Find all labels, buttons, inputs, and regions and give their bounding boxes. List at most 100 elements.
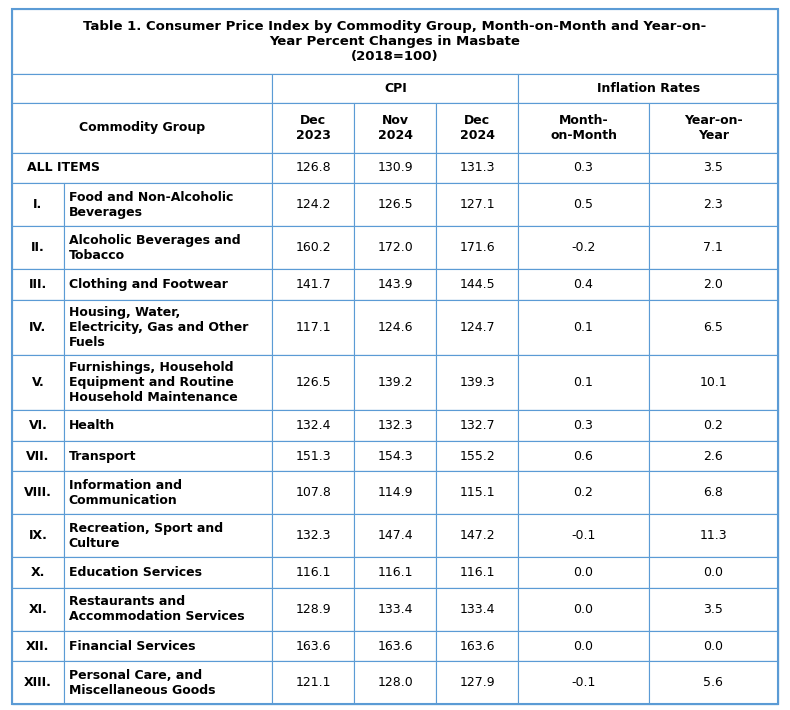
Bar [12, 183, 64, 226]
Text: Personal Care, and
Miscellaneous Goods: Personal Care, and Miscellaneous Goods [69, 669, 215, 697]
Text: 116.1: 116.1 [460, 566, 495, 579]
Text: III.: III. [28, 278, 47, 291]
Text: XI.: XI. [28, 603, 47, 616]
Text: 126.5: 126.5 [378, 198, 413, 211]
Bar [355, 183, 436, 226]
Bar [436, 355, 518, 410]
Bar [649, 355, 778, 410]
Bar [518, 226, 649, 269]
Bar [518, 557, 649, 588]
Text: CPI: CPI [384, 82, 407, 94]
Text: Transport: Transport [69, 449, 136, 462]
Text: Commodity Group: Commodity Group [79, 121, 205, 134]
Text: 11.3: 11.3 [700, 529, 728, 542]
Bar [12, 355, 64, 410]
Text: Education Services: Education Services [69, 566, 201, 579]
Bar [64, 355, 273, 410]
Text: 132.4: 132.4 [295, 419, 331, 432]
Bar [64, 410, 273, 441]
Bar [12, 226, 778, 269]
Text: 133.4: 133.4 [378, 603, 413, 616]
Text: I.: I. [33, 198, 43, 211]
Text: 0.6: 0.6 [574, 449, 593, 462]
Bar [273, 410, 355, 441]
Text: 141.7: 141.7 [295, 278, 331, 291]
Bar [436, 514, 518, 557]
Bar [12, 410, 778, 441]
Text: VII.: VII. [26, 449, 50, 462]
Bar [64, 226, 273, 269]
Bar [649, 630, 778, 662]
Text: 124.2: 124.2 [295, 198, 331, 211]
Text: Alcoholic Beverages and
Tobacco: Alcoholic Beverages and Tobacco [69, 234, 240, 261]
Text: Month-
on-Month: Month- on-Month [550, 114, 617, 142]
Text: 5.6: 5.6 [703, 677, 724, 689]
Bar [64, 557, 273, 588]
Text: 160.2: 160.2 [295, 241, 331, 254]
Text: 147.4: 147.4 [378, 529, 413, 542]
Bar [12, 588, 778, 630]
Bar [64, 630, 273, 662]
Text: 3.5: 3.5 [703, 603, 724, 616]
Text: 124.6: 124.6 [378, 321, 413, 334]
Text: 0.0: 0.0 [703, 566, 724, 579]
Bar [518, 441, 649, 471]
Bar [273, 103, 355, 153]
Bar [12, 269, 64, 300]
Bar [436, 441, 518, 471]
Bar [649, 103, 778, 153]
Text: 124.7: 124.7 [460, 321, 495, 334]
Bar [64, 183, 273, 226]
Text: 163.6: 163.6 [295, 640, 331, 652]
Text: -0.1: -0.1 [571, 529, 596, 542]
Text: 132.3: 132.3 [378, 419, 413, 432]
Bar [273, 226, 355, 269]
Text: 2.6: 2.6 [704, 449, 724, 462]
Bar [12, 514, 778, 557]
Bar [436, 153, 518, 183]
Bar [436, 630, 518, 662]
Text: 126.8: 126.8 [295, 161, 331, 175]
Text: 155.2: 155.2 [460, 449, 495, 462]
Bar [12, 74, 273, 103]
Text: 0.0: 0.0 [574, 603, 593, 616]
Bar [12, 183, 778, 226]
Bar [436, 471, 518, 514]
Bar [355, 410, 436, 441]
Text: 163.6: 163.6 [460, 640, 495, 652]
Bar [64, 514, 273, 557]
Bar [12, 153, 778, 183]
Bar [436, 557, 518, 588]
Bar [355, 355, 436, 410]
Bar [273, 153, 355, 183]
Text: Dec
2024: Dec 2024 [460, 114, 495, 142]
Text: 139.2: 139.2 [378, 376, 413, 389]
Bar [12, 471, 64, 514]
Text: 0.1: 0.1 [574, 321, 593, 334]
Text: IX.: IX. [28, 529, 47, 542]
Bar [12, 103, 273, 153]
Bar [273, 355, 355, 410]
Text: X.: X. [31, 566, 45, 579]
Text: 0.3: 0.3 [574, 161, 593, 175]
Bar [12, 514, 64, 557]
Text: 0.5: 0.5 [574, 198, 593, 211]
Bar [64, 588, 273, 630]
Bar [12, 103, 778, 153]
Bar [436, 588, 518, 630]
Text: Clothing and Footwear: Clothing and Footwear [69, 278, 228, 291]
Text: 126.5: 126.5 [295, 376, 331, 389]
Text: 114.9: 114.9 [378, 486, 413, 499]
Bar [649, 269, 778, 300]
Text: 116.1: 116.1 [295, 566, 331, 579]
Bar [436, 226, 518, 269]
Bar [355, 300, 436, 355]
Bar [518, 588, 649, 630]
Bar [273, 588, 355, 630]
Text: 0.0: 0.0 [574, 566, 593, 579]
Bar [518, 355, 649, 410]
Bar [436, 103, 518, 153]
Text: -0.1: -0.1 [571, 677, 596, 689]
Bar [273, 269, 355, 300]
Text: Table 1. Consumer Price Index by Commodity Group, Month-on-Month and Year-on-
Ye: Table 1. Consumer Price Index by Commodi… [84, 20, 706, 62]
